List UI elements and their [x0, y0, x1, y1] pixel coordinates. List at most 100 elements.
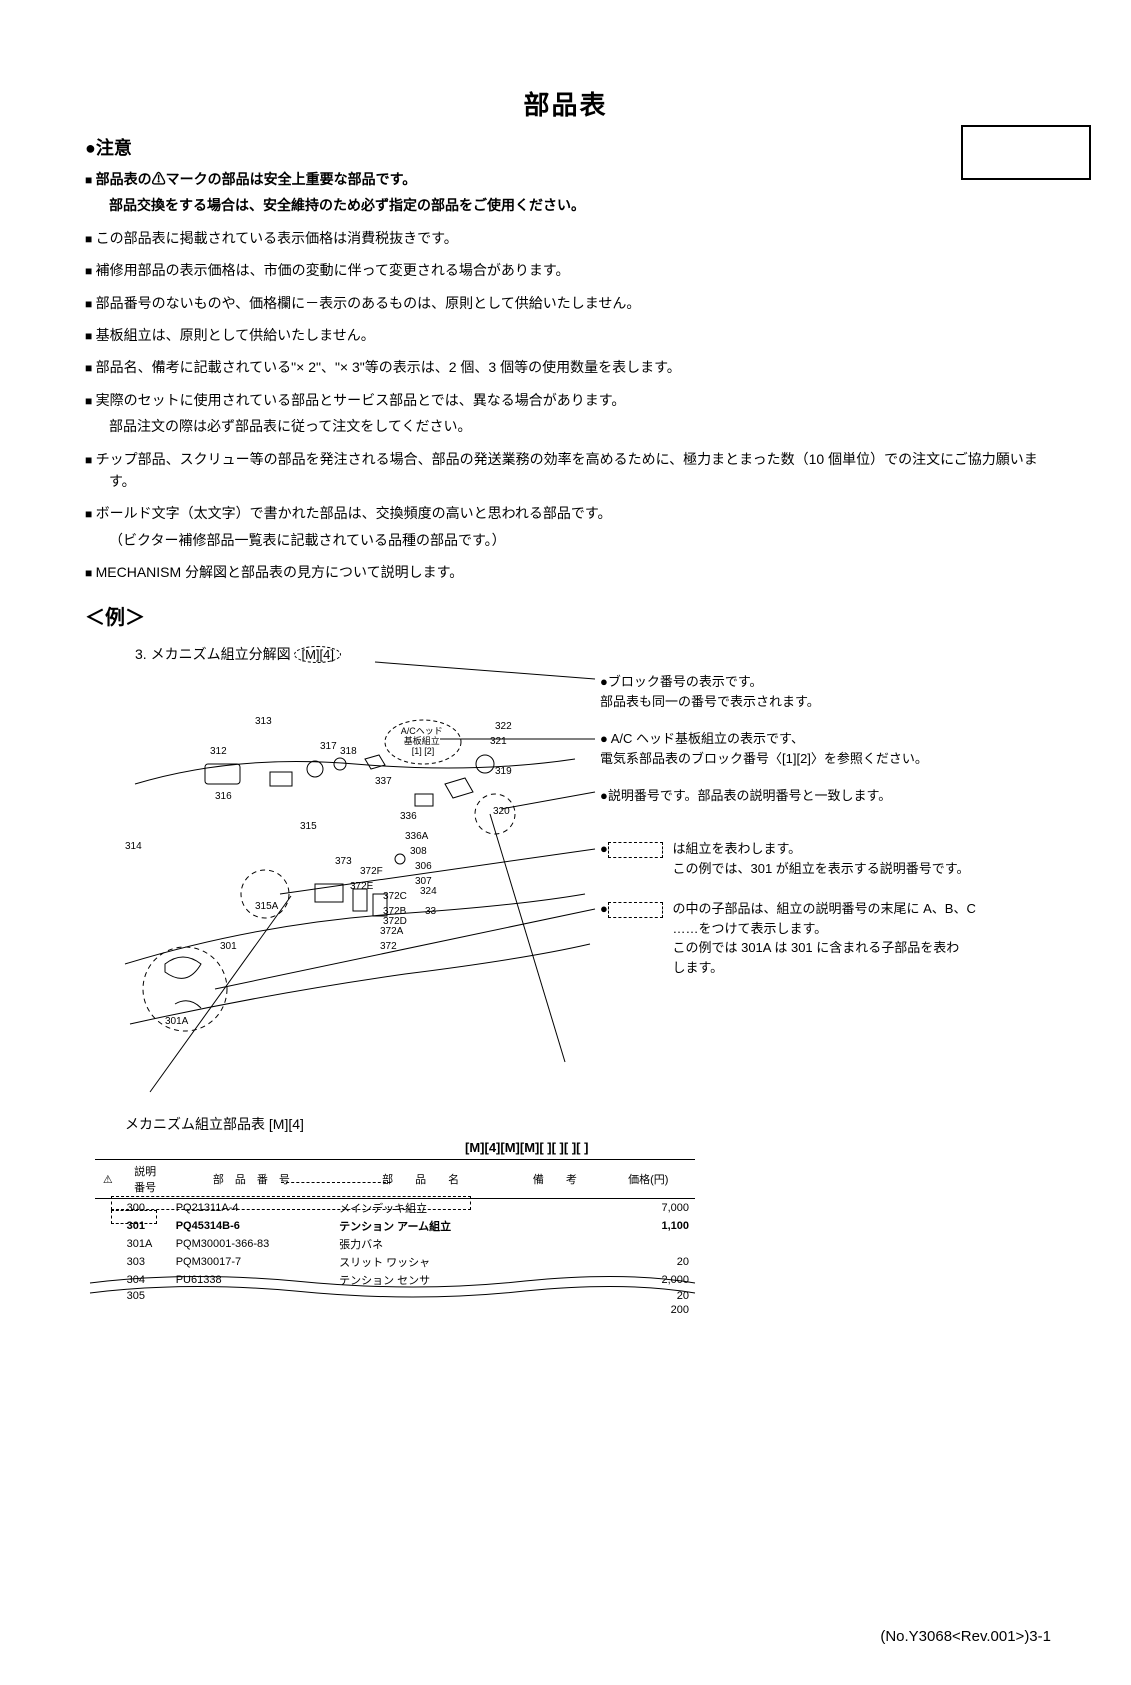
block-codes: [M][4][M][M][ ][ ][ ][ ]: [465, 1140, 1046, 1155]
table-cell: 301A: [121, 1235, 170, 1253]
table-cell: [121, 1303, 170, 1317]
table-cell: PQ45314B-6: [170, 1217, 333, 1235]
th-warn: ⚠: [95, 1160, 121, 1199]
part-label: 372F: [360, 866, 383, 877]
diagram-area: 3. メカニズム組立分解図 [M][4]: [85, 644, 1045, 1104]
part-label: 372E: [350, 881, 374, 892]
table-cell: [508, 1253, 601, 1271]
part-label: 336A: [405, 831, 429, 842]
diagram-title: 3. メカニズム組立分解図 [M][4]: [135, 644, 341, 664]
table-cell: [508, 1235, 601, 1253]
table-cell: PQM30001-366-83: [170, 1235, 333, 1253]
table-cell: 1,100: [602, 1217, 695, 1235]
parts-table-title: メカニズム組立部品表 [M][4]: [85, 1114, 1046, 1134]
dashed-row-301a: [111, 1210, 157, 1224]
part-label: 315A: [255, 901, 279, 912]
table-cell: スリット ワッシャ: [333, 1253, 508, 1271]
part-label: 319: [495, 766, 512, 777]
dashed-legend-box: [608, 842, 663, 858]
table-cell: [95, 1235, 121, 1253]
notice-item: 実際のセットに使用されている部品とサービス部品とでは、異なる場合があります。: [85, 389, 1046, 411]
ac-head-label: A/Cヘッド 基板組立 [1] [2]: [401, 726, 446, 756]
notice-item: MECHANISM 分解図と部品表の見方について説明します。: [85, 561, 1046, 583]
page-number-box: [961, 125, 1091, 180]
part-label: 373: [335, 856, 352, 867]
notice-item: 部品名、備考に記載されている"× 2"、"× 3"等の表示は、2 個、3 個等の…: [85, 356, 1046, 378]
notice-item: チップ部品、スクリュー等の部品を発注される場合、部品の発送業務の効率を高めるため…: [85, 448, 1046, 493]
notice-list: 部品表の⚠マークの部品は安全上重要な部品です。部品交換をする場合は、安全維持のた…: [85, 168, 1046, 583]
part-label: 372C: [383, 891, 407, 902]
part-label: 318: [340, 746, 357, 757]
table-wavy-edge: [85, 1271, 705, 1301]
dashed-legend-box: [608, 902, 663, 918]
table-cell: [95, 1303, 121, 1317]
table-row: 301PQ45314B-6テンション アーム組立1,100: [95, 1217, 695, 1235]
table-cell: 7,000: [602, 1199, 695, 1218]
example-header: ＜例＞: [85, 601, 1046, 630]
part-label: 316: [215, 791, 232, 802]
notice-item: 基板組立は、原則として供給いたしません。: [85, 324, 1046, 346]
exploded-diagram: 312 313 314 315 315A 316 317318 319 320 321 322 324…: [115, 664, 595, 1094]
table-row: 303PQM30017-7スリット ワッシャ 20: [95, 1253, 695, 1271]
table-row: 200: [95, 1303, 695, 1317]
table-cell: 200: [602, 1303, 695, 1317]
part-label: 321: [490, 736, 507, 747]
part-label: 320: [493, 806, 510, 817]
part-label: 317: [320, 741, 337, 752]
dashed-row-301: [111, 1196, 471, 1210]
part-label: 307: [415, 876, 432, 887]
part-label: 372D: [383, 916, 407, 927]
table-cell: [602, 1235, 695, 1253]
part-label: 315: [300, 821, 317, 832]
part-label: 372: [380, 941, 397, 952]
part-label: 308: [410, 846, 427, 857]
table-cell: [333, 1303, 508, 1317]
table-cell: [508, 1199, 601, 1218]
dashed-name-300: [281, 1182, 391, 1196]
table-cell: [95, 1253, 121, 1271]
table-cell: テンション アーム組立: [333, 1217, 508, 1235]
table-cell: [508, 1303, 601, 1317]
notice-item: 部品番号のないものや、価格欄に－表示のあるものは、原則として供給いたしません。: [85, 292, 1046, 314]
notice-item: ボールド文字（太文字）で書かれた部品は、交換頻度の高いと思われる部品です。: [85, 502, 1046, 524]
content-area: ●注意 部品表の⚠マークの部品は安全上重要な部品です。部品交換をする場合は、安全…: [0, 134, 1131, 1317]
table-cell: 303: [121, 1253, 170, 1271]
part-label: 314: [125, 841, 142, 852]
part-label: 324: [420, 886, 437, 897]
parts-table-wrapper: ⚠ 説明番号 部 品 番 号 部 品 名 備 考 価格(円) 300PQ2131…: [85, 1159, 1046, 1317]
diagram-title-badge: [M][4]: [294, 646, 341, 663]
part-label: 33: [425, 906, 437, 917]
notice-header: ●注意: [85, 134, 1046, 160]
th-remark: 備 考: [508, 1160, 601, 1199]
annotation-5: ● の中の子部品は、組立の説明番号の末尾に A、B、C……をつけて表示します。こ…: [600, 899, 976, 977]
part-label: 306: [415, 861, 432, 872]
table-cell: PQM30017-7: [170, 1253, 333, 1271]
table-cell: [170, 1303, 333, 1317]
notice-item: この部品表に掲載されている表示価格は消費税抜きです。: [85, 227, 1046, 249]
diagram-title-text: 3. メカニズム組立分解図: [135, 646, 291, 662]
part-label: 301A: [165, 1016, 189, 1027]
notice-subline: 部品注文の際は必ず部品表に従って注文をしてください。: [85, 415, 1046, 437]
part-label: 313: [255, 716, 272, 727]
th-num: 説明番号: [121, 1160, 170, 1199]
annotation-4: ● は組立を表わします。この例では、301 が組立を表示する説明番号です。: [600, 839, 970, 878]
table-cell: 20: [602, 1253, 695, 1271]
page-footer: (No.Y3068<Rev.001>)3-1: [880, 1628, 1051, 1645]
page-title: 部品表: [0, 85, 1131, 122]
part-label: 372A: [380, 926, 404, 937]
annotation-1: ●ブロック番号の表示です。 部品表も同一の番号で表示されます。: [600, 672, 820, 711]
annotation-3: ●説明番号です。部品表の説明番号と一致します。: [600, 786, 891, 806]
annotation-2: ● A/C ヘッド基板組立の表示です、 電気系部品表のブロック番号〈[1][2]…: [600, 729, 928, 768]
notice-item: 補修用部品の表示価格は、市価の変動に伴って変更される場合があります。: [85, 259, 1046, 281]
notice-subline: （ビクター補修部品一覧表に記載されている品種の部品です。）: [85, 529, 1046, 551]
part-label: 322: [495, 721, 512, 732]
part-label: 301: [220, 941, 237, 952]
part-label: 336: [400, 811, 417, 822]
notice-subline: 部品交換をする場合は、安全維持のため必ず指定の部品をご使用ください。: [85, 194, 1046, 216]
th-price: 価格(円): [602, 1160, 695, 1199]
notice-item: 部品表の⚠マークの部品は安全上重要な部品です。: [85, 168, 1046, 190]
table-cell: [508, 1217, 601, 1235]
table-cell: 張力バネ: [333, 1235, 508, 1253]
part-label: 337: [375, 776, 392, 787]
part-label: 312: [210, 746, 227, 757]
